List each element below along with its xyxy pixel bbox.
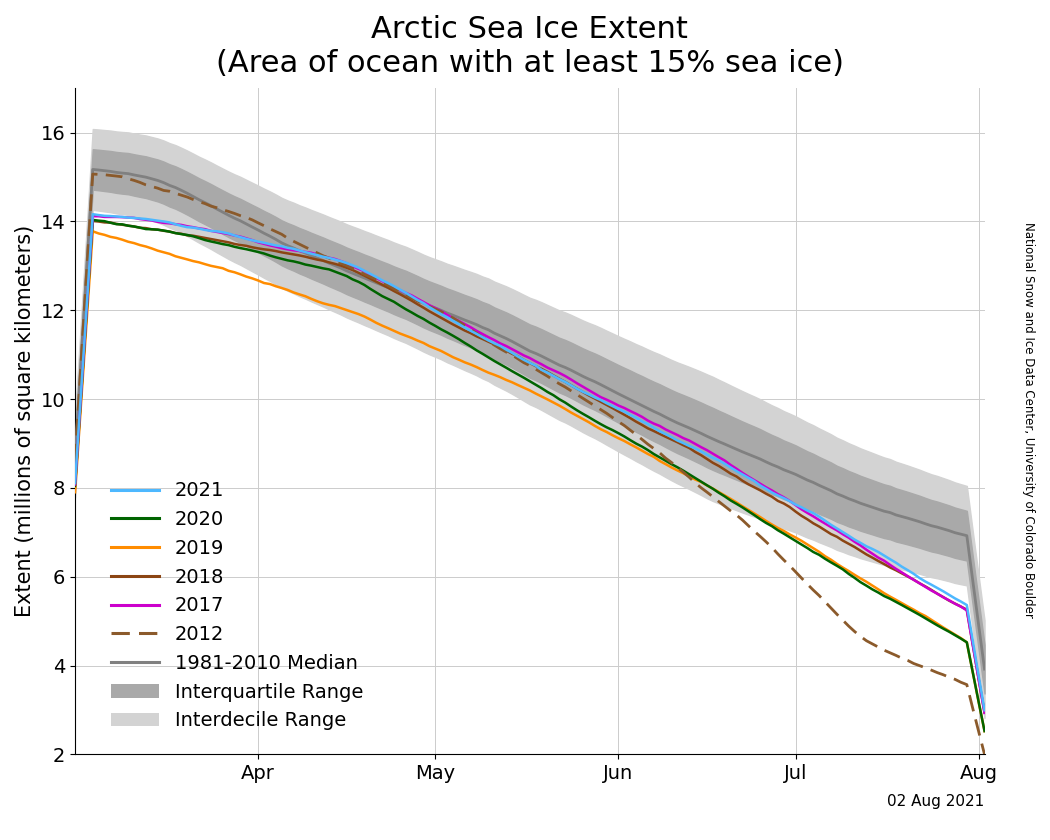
Y-axis label: Extent (millions of square kilometers): Extent (millions of square kilometers) [15, 225, 35, 617]
Legend: 2021, 2020, 2019, 2018, 2017, 2012, 1981-2010 Median, Interquartile Range, Inter: 2021, 2020, 2019, 2018, 2017, 2012, 1981… [103, 474, 371, 738]
Text: 02 Aug 2021: 02 Aug 2021 [887, 795, 985, 810]
Title: Arctic Sea Ice Extent
(Area of ocean with at least 15% sea ice): Arctic Sea Ice Extent (Area of ocean wit… [216, 15, 844, 77]
Text: National Snow and Ice Data Center, University of Colorado Boulder: National Snow and Ice Data Center, Unive… [1023, 222, 1035, 618]
